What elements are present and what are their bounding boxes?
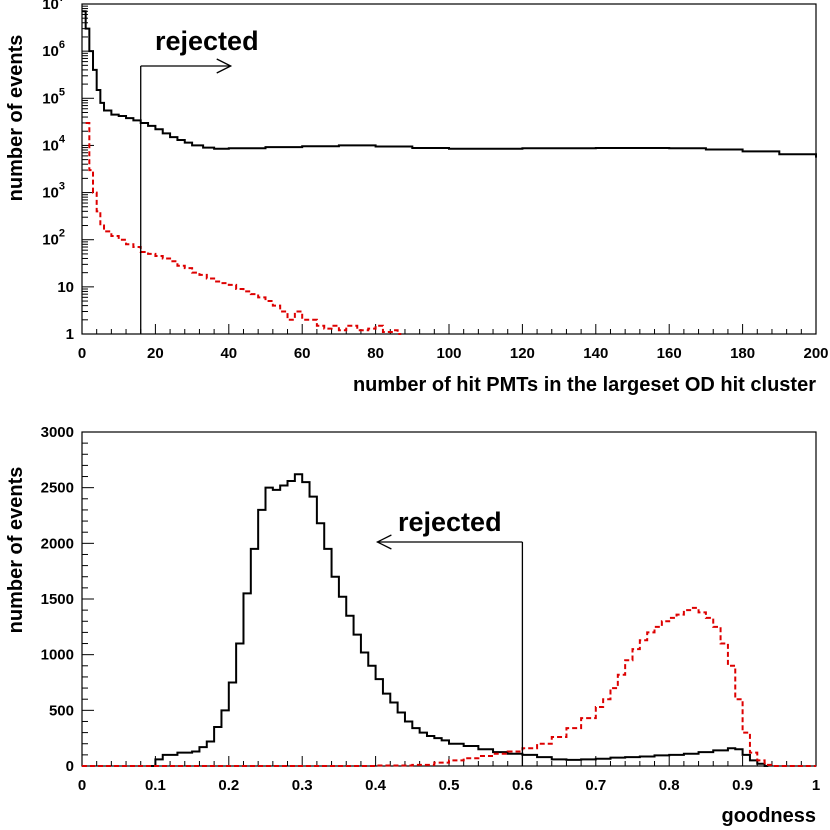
bottom-x-tick-label: 0 [78,777,86,794]
top-x-tick-label: 40 [220,345,237,362]
top-y-tick-label: 104 [42,133,66,154]
bottom-x-tick-label: 0.3 [292,777,313,794]
top-y-tick-label: 107 [42,0,65,13]
bottom-y-tick-label: 1500 [41,591,74,608]
bottom-y-tick-label: 500 [49,702,74,719]
bottom-x-tick-label: 0.7 [585,777,606,794]
bottom-x-tick-label: 1 [812,777,820,794]
top-cut-arrow-head [216,58,233,74]
top-y-tick-label: 103 [42,181,65,202]
bottom-chart: 0 0.1 0.2 0.3 0.4 0.5 0.6 0.7 0.8 0.9 1 0 500 1000 15… [5,424,820,827]
top-y-axis-title: number of events [5,35,27,202]
bottom-x-axis: 0 0.1 0.2 0.3 0.4 0.5 0.6 0.7 0.8 0.9 1 [78,756,820,794]
bottom-series-red-histogram [82,606,816,767]
top-cut-label: rejected [155,26,259,56]
bottom-y-tick-label: 2500 [41,480,74,497]
bottom-cut-marker [375,534,524,766]
top-x-tick-label: 60 [294,345,311,362]
top-y-tick-label: 105 [42,86,65,107]
bottom-x-tick-label: 0.2 [218,777,239,794]
top-x-tick-label: 100 [436,345,461,362]
top-x-axis-title: number of hit PMTs in the largeset OD hi… [353,374,816,396]
top-cut-marker [140,58,233,334]
top-x-tick-label: 0 [78,345,86,362]
bottom-y-axis-title: number of events [5,467,27,634]
top-x-axis: 0 20 40 60 80 100 120 140 160 180 200 [78,324,829,362]
bottom-y-axis: 0 500 1000 1500 2000 2500 3000 [41,424,94,775]
bottom-y-tick-label: 2000 [41,535,74,552]
bottom-y-tick-label: 1000 [41,647,74,664]
top-y-axis: 1 10 102 103 104 105 106 107 [42,0,94,343]
top-y-tick-label: 102 [42,228,65,249]
bottom-cut-arrow-head [375,534,392,550]
top-x-tick-label: 120 [510,345,535,362]
bottom-series-group [82,473,816,767]
bottom-x-tick-label: 0.8 [659,777,680,794]
top-series-black-histogram [82,10,817,158]
top-y-tick-label: 10 [57,279,74,296]
bottom-x-tick-label: 0.6 [512,777,533,794]
top-x-tick-label: 200 [803,345,828,362]
bottom-x-tick-label: 0.1 [145,777,166,794]
top-x-tick-label: 20 [147,345,164,362]
bottom-x-axis-title: goodness [722,805,816,827]
bottom-x-tick-label: 0.9 [732,777,753,794]
top-x-tick-label: 140 [583,345,608,362]
bottom-x-tick-label: 0.5 [439,777,460,794]
top-y-tick-label: 106 [42,39,65,60]
top-chart: 0 20 40 60 80 100 120 140 160 180 200 1 10 102 103 104… [5,0,829,396]
top-y-tick-label: 1 [66,326,74,343]
top-x-tick-label: 80 [367,345,384,362]
top-x-tick-label: 160 [657,345,682,362]
bottom-x-tick-label: 0.4 [365,777,387,794]
top-series-red-histogram [85,121,402,335]
bottom-plot-frame [81,431,817,767]
bottom-y-tick-label: 3000 [41,424,74,441]
top-x-tick-label: 180 [730,345,755,362]
bottom-cut-label: rejected [398,507,502,537]
top-series-group [82,10,817,335]
bottom-series-black-histogram [148,473,769,767]
bottom-y-tick-label: 0 [66,758,74,775]
